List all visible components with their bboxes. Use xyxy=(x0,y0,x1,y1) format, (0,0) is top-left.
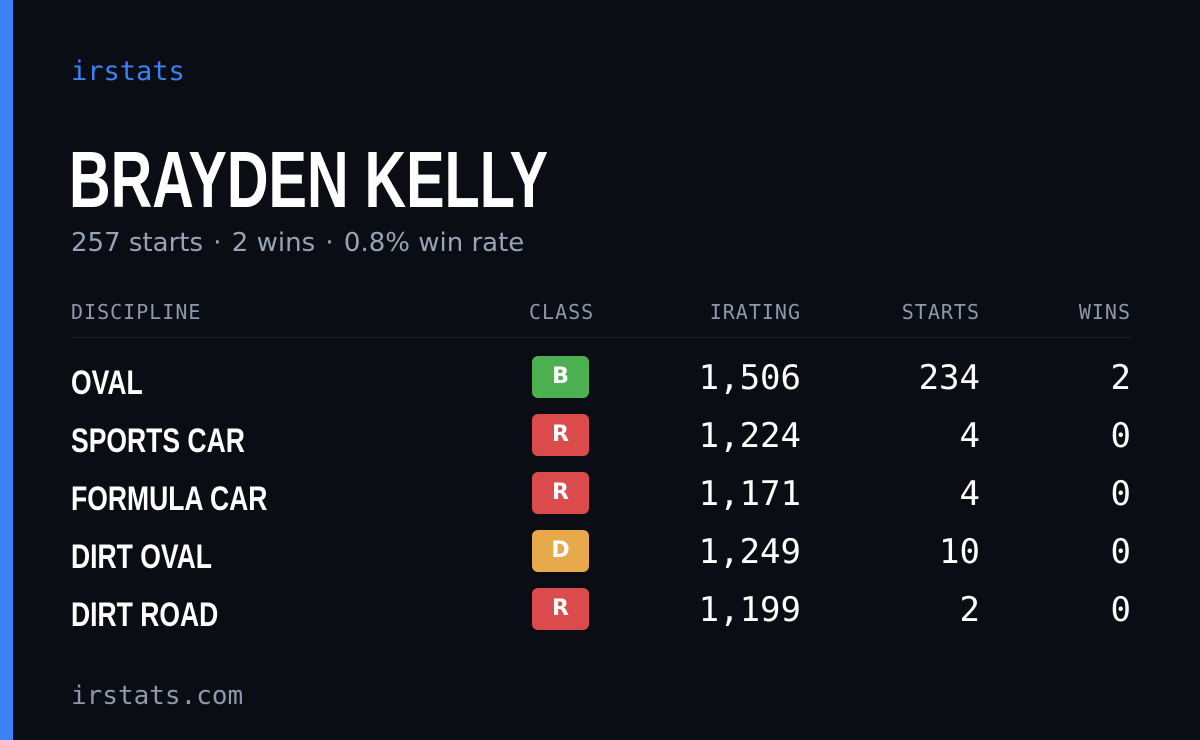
starts-value: 4 xyxy=(959,474,980,514)
driver-summary: 257 starts · 2 wins · 0.8% win rate xyxy=(71,228,524,258)
starts-value: 2 xyxy=(959,590,980,630)
separator: · xyxy=(325,228,334,258)
header-starts: STARTS xyxy=(901,300,980,324)
brand-logo: irstats xyxy=(71,56,185,87)
table-row: DIRT ROAD R 1,199 2 0 xyxy=(71,586,1131,644)
discipline-label: DIRT OVAL xyxy=(71,538,212,576)
class-badge: B xyxy=(532,356,589,398)
discipline-label: FORMULA CAR xyxy=(71,480,268,518)
starts-value: 234 xyxy=(918,358,980,398)
discipline-table: DISCIPLINE CLASS IRATING STARTS WINS OVA… xyxy=(71,300,1131,644)
table-header: DISCIPLINE CLASS IRATING STARTS WINS xyxy=(71,300,1131,338)
driver-name: BRAYDEN KELLY xyxy=(69,135,549,224)
table-row: FORMULA CAR R 1,171 4 0 xyxy=(71,470,1131,528)
footer-url: irstats.com xyxy=(71,681,244,711)
class-badge: R xyxy=(532,472,589,514)
table-row: OVAL B 1,506 234 2 xyxy=(71,354,1131,412)
wins-value: 0 xyxy=(1110,590,1131,630)
table-row: DIRT OVAL D 1,249 10 0 xyxy=(71,528,1131,586)
irating-value: 1,506 xyxy=(698,358,801,398)
irating-value: 1,224 xyxy=(698,416,801,456)
wins-value: 0 xyxy=(1110,532,1131,572)
wins-value: 0 xyxy=(1110,416,1131,456)
starts-value: 4 xyxy=(959,416,980,456)
starts-count: 257 starts xyxy=(71,228,203,258)
wins-count: 2 wins xyxy=(231,228,316,258)
starts-value: 10 xyxy=(939,532,980,572)
table-row: SPORTS CAR R 1,224 4 0 xyxy=(71,412,1131,470)
irating-value: 1,199 xyxy=(698,590,801,630)
class-badge: D xyxy=(532,530,589,572)
header-discipline: DISCIPLINE xyxy=(71,300,202,324)
class-badge: R xyxy=(532,588,589,630)
header-class: CLASS xyxy=(529,300,595,324)
table-body: OVAL B 1,506 234 2 SPORTS CAR R 1,224 4 … xyxy=(71,338,1131,644)
wins-value: 2 xyxy=(1110,358,1131,398)
header-irating: IRATING xyxy=(709,300,801,324)
accent-bar xyxy=(0,0,13,740)
wins-value: 0 xyxy=(1110,474,1131,514)
win-rate: 0.8% win rate xyxy=(343,228,525,258)
header-wins: WINS xyxy=(1078,300,1131,324)
irating-value: 1,171 xyxy=(698,474,801,514)
separator: · xyxy=(213,228,222,258)
discipline-label: OVAL xyxy=(71,364,143,402)
discipline-label: SPORTS CAR xyxy=(71,422,245,460)
discipline-label: DIRT ROAD xyxy=(71,596,219,634)
irating-value: 1,249 xyxy=(698,532,801,572)
class-badge: R xyxy=(532,414,589,456)
